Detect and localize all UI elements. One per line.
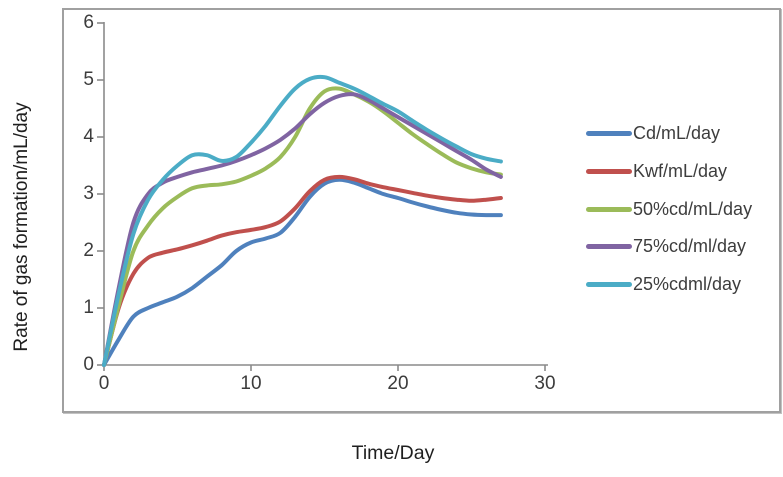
series-line-2 xyxy=(102,86,503,367)
legend-line-swatch xyxy=(586,130,632,136)
y-tick-label: 5 xyxy=(83,69,94,90)
y-axis-title: Rate of gas formation/mL/day xyxy=(11,102,32,352)
legend-label: 25%cdml/day xyxy=(633,273,742,294)
series-line-1 xyxy=(102,174,503,367)
legend-item: 25%cdml/day xyxy=(586,272,741,296)
y-tick-label: 6 xyxy=(83,12,94,33)
legend-label: 75%cd/ml/day xyxy=(633,235,747,256)
legend-item: Kwf/mL/day xyxy=(586,159,727,183)
y-tick-label: 1 xyxy=(83,297,94,318)
series-line-4 xyxy=(102,74,503,367)
legend-line-swatch xyxy=(586,206,632,212)
chart-area-border xyxy=(62,8,781,413)
y-tick-label: 4 xyxy=(83,126,94,147)
x-axis-title: Time/Day xyxy=(351,442,435,464)
legend-line-swatch xyxy=(586,281,632,287)
legend-item: Cd/mL/day xyxy=(586,121,720,145)
y-tick-label: 2 xyxy=(83,240,94,261)
y-tick-label: 3 xyxy=(83,183,94,204)
x-tick-label: 0 xyxy=(98,373,110,394)
legend-label: 50%cd/mL/day xyxy=(633,198,753,219)
x-tick-label: 30 xyxy=(534,373,556,394)
legend-item: 50%cd/mL/day xyxy=(586,197,752,221)
legend-label: Kwf/mL/day xyxy=(633,160,728,181)
x-tick-label: 10 xyxy=(240,373,262,394)
series-line-0 xyxy=(102,177,503,367)
legend-line-swatch xyxy=(586,168,632,174)
series-line-3 xyxy=(102,92,503,367)
y-tick-label: 0 xyxy=(83,354,94,375)
x-tick-label: 20 xyxy=(387,373,409,394)
legend-label: Cd/mL/day xyxy=(633,122,721,143)
legend-line-swatch xyxy=(586,243,632,249)
legend-item: 75%cd/ml/day xyxy=(586,234,746,258)
